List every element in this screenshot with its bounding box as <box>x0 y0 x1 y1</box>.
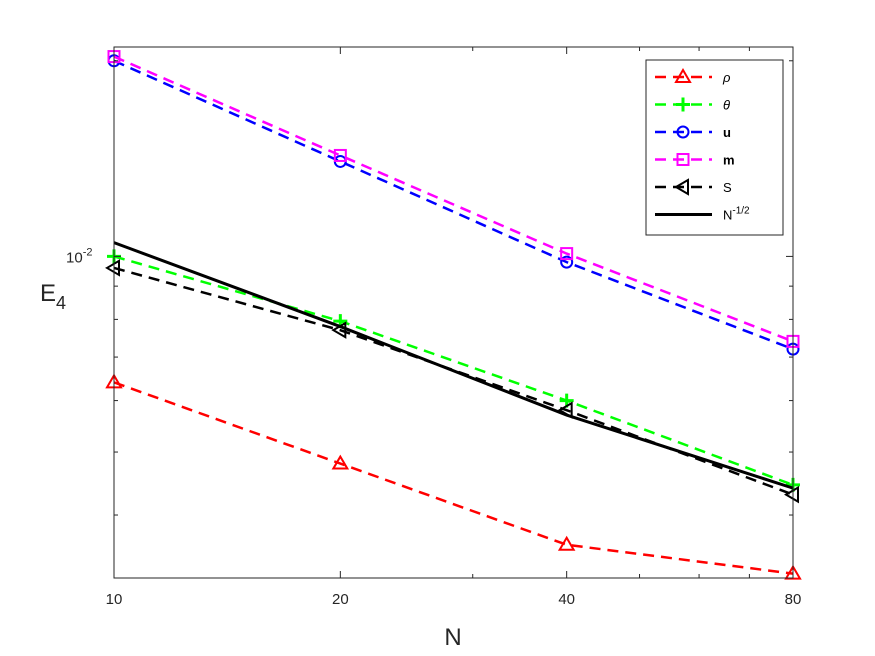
y-axis-label: E4 <box>40 280 66 313</box>
legend-label-1: θ <box>723 98 730 113</box>
x-tick-label-10: 10 <box>106 591 123 608</box>
legend-item-5: N-1/2 <box>655 206 750 223</box>
legend-label-0: ρ <box>722 70 731 85</box>
x-tick-label-40: 40 <box>558 591 575 608</box>
series-line-0 <box>113 381 794 575</box>
legend-box <box>645 59 784 236</box>
legend-label-text-0: ρ <box>722 70 731 85</box>
legend-item-0: ρ <box>655 68 731 85</box>
legend-label-3: m <box>723 153 735 168</box>
legend-label-text-1: θ <box>723 98 730 113</box>
point-4-3 <box>784 485 799 504</box>
point-0-3 <box>784 564 802 580</box>
y-tick-label: 10-2 <box>66 246 92 266</box>
series-5 <box>113 241 794 490</box>
point-0-2 <box>557 535 576 551</box>
legend-item-4: S <box>655 178 732 196</box>
legend-marker-1 <box>676 97 690 112</box>
legend-marker-2 <box>676 125 690 139</box>
legend-label-text-5: N <box>723 208 732 223</box>
y-axis-label-sub: 4 <box>56 293 66 313</box>
y-axis-label-main: E <box>40 280 56 307</box>
x-tick-label-20: 20 <box>332 591 349 608</box>
point-4-0 <box>105 259 120 277</box>
legend-label-text-3: m <box>723 153 735 168</box>
legend-item-1: θ <box>655 97 730 113</box>
legend-item-2: u <box>655 125 731 140</box>
series-3 <box>107 50 800 348</box>
series-layer <box>105 50 802 580</box>
point-2-2 <box>560 255 574 269</box>
legend-item-3: m <box>655 153 735 168</box>
legend-marker-3 <box>676 153 690 166</box>
plot-frame <box>113 46 794 579</box>
series-line-3 <box>113 55 794 343</box>
legend-label-4: S <box>723 180 732 195</box>
y-tick-label-exp: -2 <box>83 246 93 258</box>
legend-label-text-2: u <box>723 125 731 140</box>
legend-label-2: u <box>723 125 731 140</box>
series-line-2 <box>113 59 794 351</box>
legend-marker-0 <box>674 68 692 83</box>
point-3-1 <box>333 148 347 162</box>
legend-label-text-4: S <box>723 180 732 195</box>
y-tick-label-base: 10 <box>66 249 83 266</box>
legend-marker-4 <box>674 178 689 196</box>
x-tick-label-80: 80 <box>785 591 802 608</box>
x-axis-label: N <box>444 624 461 651</box>
series-line-1 <box>113 255 794 487</box>
point-3-2 <box>560 247 574 261</box>
series-line-5 <box>113 241 794 490</box>
point-0-1 <box>331 454 350 470</box>
legend-label-sup-5: -1/2 <box>732 206 750 217</box>
legend-label-5: N-1/2 <box>723 206 750 223</box>
